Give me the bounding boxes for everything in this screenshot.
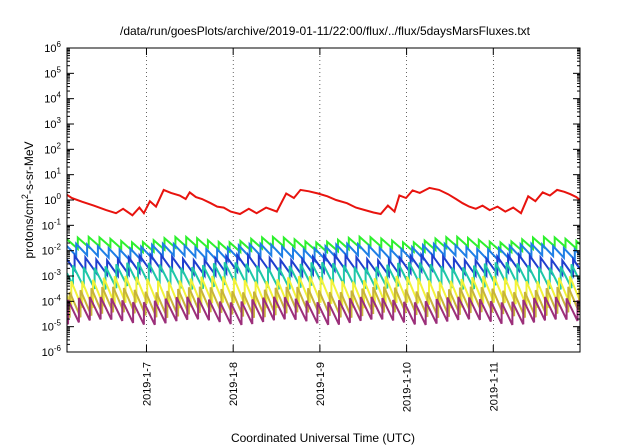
x-tick-label: 2019-1-10 (402, 362, 414, 412)
y-tick-label: 10-2 (42, 243, 62, 258)
y-tick-label: 10-4 (42, 293, 62, 308)
y-tick-label: 100 (44, 192, 61, 207)
y-tick-label: 105 (44, 65, 61, 80)
x-tick-label: 2019-1-11 (488, 362, 500, 411)
grid-lines (146, 48, 494, 352)
y-axis-label-part-1: protons/cm (22, 199, 36, 258)
series-group (67, 186, 580, 326)
x-tick-label: 2019-1-8 (228, 362, 240, 406)
y-tick-label: 102 (44, 141, 61, 156)
y-tick-label: 10-3 (42, 268, 62, 283)
x-axis: 2019-1-7 2019-1-8 2019-1-9 2019-1-10 2019-1-… (141, 48, 500, 412)
y-axis-label-part-2: -s-sr-MeV (22, 141, 36, 194)
y-tick-label: 103 (44, 116, 61, 131)
series-line-8 (67, 296, 580, 326)
y-tick-label: 10-5 (42, 319, 62, 334)
y-axis: 10-6 10-5 10-4 10-3 10-2 10-1 100 101 102 103 104 1… (42, 40, 580, 359)
x-tick-label: 2019-1-9 (315, 362, 327, 406)
y-tick-label: 10-1 (42, 217, 62, 232)
chart-title: /data/run/goesPlots/archive/2019-01-11/2… (120, 24, 531, 38)
series-line-6 (67, 275, 580, 309)
y-tick-label: 106 (44, 40, 61, 55)
y-axis-label: protons/cm2-s-sr-MeV (20, 141, 36, 258)
series-line-1 (67, 186, 580, 217)
y-axis-label-superscript: 2 (20, 194, 30, 199)
y-tick-label: 101 (44, 167, 61, 182)
y-tick-label: 104 (44, 91, 61, 106)
y-tick-label: 10-6 (42, 344, 62, 359)
x-tick-label: 2019-1-7 (141, 362, 153, 406)
x-axis-label: Coordinated Universal Time (UTC) (231, 431, 415, 445)
